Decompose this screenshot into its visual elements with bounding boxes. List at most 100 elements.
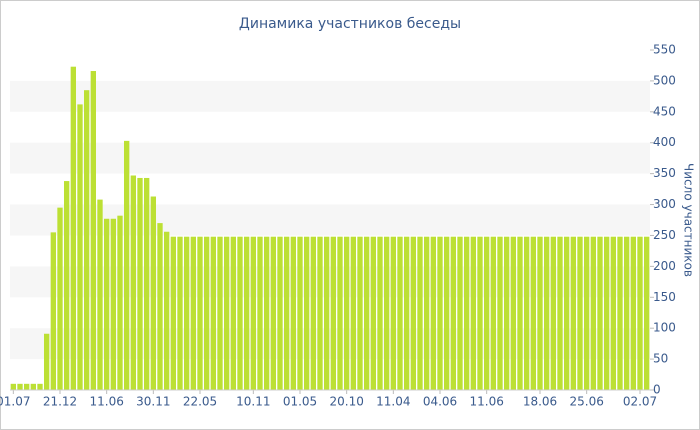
bar [484,236,490,390]
bar [257,236,263,390]
bar [404,236,410,390]
bar [577,236,583,390]
grid-band [10,266,650,298]
bar [584,236,590,390]
bar [97,199,103,390]
bar [217,236,223,390]
bar [550,236,556,390]
x-tick-label: 11.06 [469,395,503,409]
bar [270,236,276,390]
bar [284,236,290,390]
bar [297,236,303,390]
bar [384,236,390,390]
bar [510,236,516,390]
bar [544,236,550,390]
bar [177,236,183,390]
bar [250,236,256,390]
x-tick-label: 30.11 [136,395,170,409]
bar [444,236,450,390]
bar [557,236,563,390]
x-tick-label: 18.06 [523,395,557,409]
bar [77,104,83,391]
bar [624,236,630,390]
bar [597,236,603,390]
bar [410,236,416,390]
bar [317,236,323,390]
bar [437,236,443,390]
bar [644,236,650,390]
y-tick-label: 200 [653,259,676,273]
grid-band [10,142,650,174]
bar [244,236,250,390]
bar [230,236,236,390]
grid-band [10,80,650,112]
grid-band [10,204,650,236]
bar [224,236,230,390]
bar [517,236,523,390]
bar [370,236,376,390]
bar [144,177,150,390]
bar [44,333,50,390]
bar [117,215,123,390]
y-tick-label: 100 [653,321,676,335]
y-tick-label: 400 [653,135,676,149]
bar [477,236,483,390]
bar [497,236,503,390]
bar [430,236,436,390]
bar [590,236,596,390]
bar [610,236,616,390]
bar [357,236,363,390]
bar [470,236,476,390]
y-tick-label: 300 [653,197,676,211]
bar [110,218,116,390]
bar [104,218,110,390]
bar [197,236,203,390]
bar [637,236,643,390]
bar [364,236,370,390]
bar [277,236,283,390]
bar [630,236,636,390]
bar [57,207,63,390]
bar [450,236,456,390]
bar [150,196,156,390]
bar [84,90,90,390]
grid-band [10,328,650,360]
y-tick-label: 550 [653,43,676,57]
bar [537,236,543,390]
x-tick-label: 11.04 [376,395,410,409]
bar [164,231,170,390]
bar [157,223,163,390]
bar [130,175,136,390]
bar [204,236,210,390]
bar [64,181,70,390]
bar [330,236,336,390]
bar [210,236,216,390]
bar [190,236,196,390]
x-tick-label: 04.06 [423,395,457,409]
bar [37,383,43,390]
x-tick-label: 10.11 [236,395,270,409]
bar [184,236,190,390]
bar [417,236,423,390]
bar [604,236,610,390]
bar [524,236,530,390]
bar [17,383,23,390]
y-tick-label: 500 [653,73,676,87]
bar [70,66,76,390]
bar [490,236,496,390]
y-tick-label: 450 [653,104,676,118]
bar [570,236,576,390]
y-axis-label: Число участников [682,163,696,277]
bar [390,236,396,390]
bar [424,236,430,390]
bar [617,236,623,390]
x-tick-label: 22.05 [183,395,217,409]
y-tick-label: 0 [653,383,661,397]
chart-title: Динамика участников беседы [239,16,461,32]
bar [264,236,270,390]
bar [304,236,310,390]
bar [564,236,570,390]
bar [324,236,330,390]
bar [530,236,536,390]
